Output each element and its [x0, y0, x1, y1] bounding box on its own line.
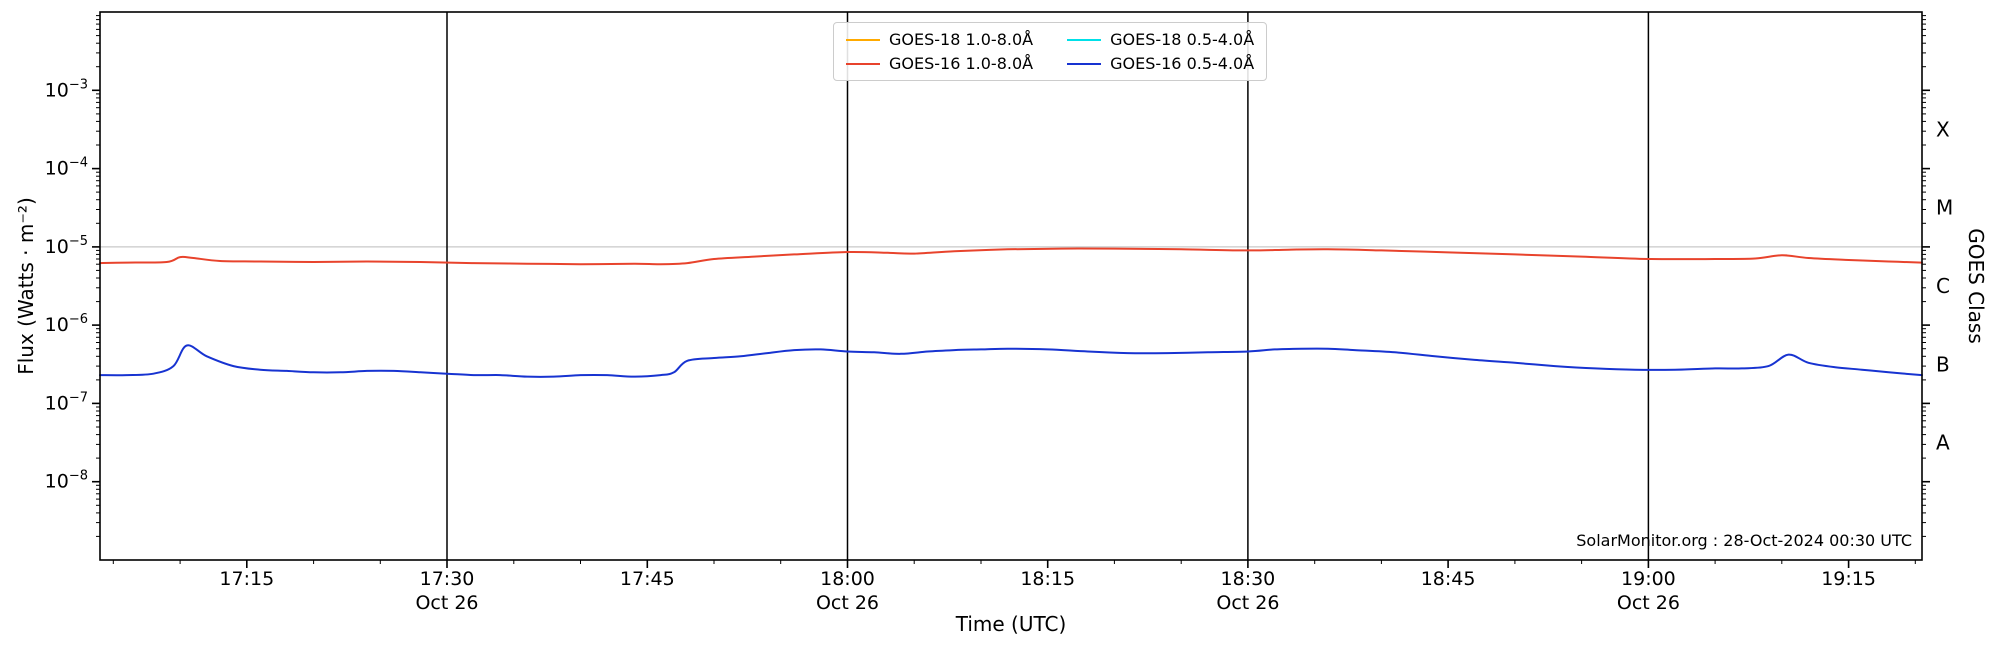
x-tick-label: 17:15: [219, 568, 274, 590]
x-tick-sublabel: Oct 26: [1617, 592, 1680, 614]
y-tick-label: 10−7: [45, 390, 88, 414]
legend: GOES-18 1.0-8.0Å GOES-16 1.0-8.0Å GOES-18 …: [833, 22, 1268, 81]
series-line-3: [99, 344, 1923, 378]
x-tick-label: 18:30: [1221, 568, 1276, 590]
y-axis-label: Flux (Watts · m⁻²): [14, 197, 38, 375]
y-tick-label: 10−6: [45, 312, 88, 336]
goes-class-letter: A: [1936, 431, 1950, 455]
legend-label: GOES-18 0.5-4.0Å: [1110, 30, 1255, 49]
legend-item: GOES-18 1.0-8.0Å: [846, 30, 1033, 49]
x-axis-label: Time (UTC): [955, 612, 1067, 636]
legend-item: GOES-16 0.5-4.0Å: [1067, 54, 1254, 73]
goes-class-letter: M: [1936, 196, 1953, 220]
legend-line-sample: [1067, 62, 1102, 65]
x-tick-label: 19:15: [1821, 568, 1876, 590]
goes-class-letter: B: [1936, 352, 1950, 376]
goes-class-letter: X: [1936, 117, 1950, 141]
x-tick-label: 17:45: [620, 568, 675, 590]
x-tick-label: 18:00: [820, 568, 875, 590]
legend-label: GOES-18 1.0-8.0Å: [889, 30, 1034, 49]
series-line-1: [99, 247, 1923, 266]
y-tick-label: 10−4: [45, 156, 88, 180]
x-tick-label: 18:15: [1020, 568, 1075, 590]
y-tick-label: 10−3: [45, 77, 88, 101]
right-axis-label: GOES Class: [1964, 228, 1988, 344]
legend-line-sample: [846, 62, 880, 65]
x-tick-label: 18:45: [1421, 568, 1476, 590]
plot-border: [99, 11, 1923, 561]
x-tick-sublabel: Oct 26: [415, 592, 478, 614]
x-tick-sublabel: Oct 26: [816, 592, 879, 614]
x-tick-sublabel: Oct 26: [1216, 592, 1279, 614]
legend-item: GOES-16 1.0-8.0Å: [846, 54, 1033, 73]
legend-item: GOES-18 0.5-4.0Å: [1067, 30, 1254, 49]
x-tick-label: 19:00: [1621, 568, 1676, 590]
legend-label: GOES-16 1.0-8.0Å: [889, 54, 1034, 73]
legend-label: GOES-16 0.5-4.0Å: [1110, 54, 1255, 73]
y-tick-label: 10−8: [45, 469, 88, 493]
legend-line-sample: [1067, 38, 1102, 41]
goes-class-letter: C: [1936, 274, 1950, 298]
y-tick-label: 10−5: [45, 234, 88, 258]
x-tick-label: 17:30: [420, 568, 475, 590]
source-annotation: SolarMonitor.org : 28-Oct-2024 00:30 UTC: [1576, 531, 1912, 550]
legend-line-sample: [846, 38, 880, 41]
